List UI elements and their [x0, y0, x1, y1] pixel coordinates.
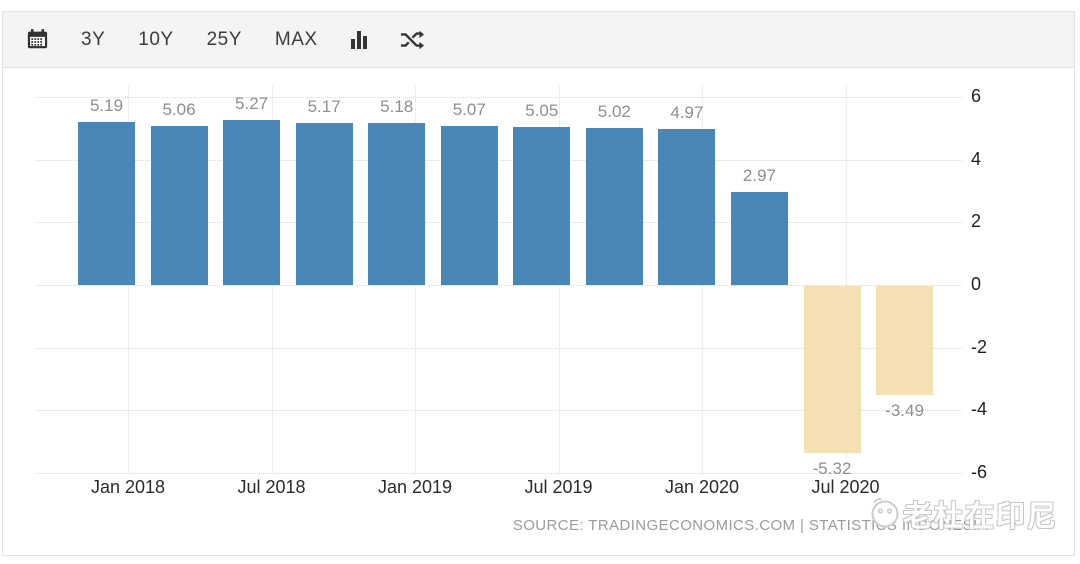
y-gridline	[35, 347, 962, 349]
data-bar-value-label: 5.27	[235, 93, 269, 113]
data-bar-value-label: -3.49	[885, 401, 924, 421]
chart-area: SOURCE: TRADINGECONOMICS.COM | STATISTIC…	[3, 68, 1074, 555]
y-gridline	[35, 285, 962, 286]
data-bar[interactable]	[368, 122, 426, 285]
source-attribution: SOURCE: TRADINGECONOMICS.COM | STATISTIC…	[512, 517, 988, 534]
data-bar[interactable]	[803, 286, 861, 453]
data-bar-value-label: 5.07	[452, 100, 486, 120]
y-axis-tick-label: -4	[971, 399, 988, 420]
y-gridline	[35, 410, 962, 412]
compare-shuffle-icon[interactable]	[400, 30, 424, 50]
y-axis-tick-label: 2	[971, 211, 982, 232]
data-bar-value-label: 4.97	[670, 103, 704, 123]
data-bar-value-label: 5.17	[307, 97, 341, 117]
data-bar-value-label: 2.97	[742, 165, 776, 185]
data-bar[interactable]	[876, 286, 934, 396]
x-axis-tick-label: Jan 2020	[664, 477, 740, 497]
data-bar[interactable]	[150, 126, 208, 285]
chart-panel: 3Y 10Y 25Y MAX SOURCE: TRADINGECONOMICS.…	[2, 11, 1075, 556]
data-bar[interactable]	[78, 122, 135, 285]
y-axis-tick-label: -2	[971, 336, 988, 357]
data-bar-value-label: 5.19	[89, 96, 124, 116]
x-axis-tick-label: Jul 2018	[237, 477, 306, 497]
x-gridline	[845, 85, 847, 473]
x-axis-tick-label: Jan 2018	[90, 477, 166, 497]
y-gridline	[35, 159, 962, 161]
data-bar-value-label: 5.02	[597, 101, 631, 121]
range-button-25y[interactable]: 25Y	[206, 28, 242, 50]
range-button-max[interactable]: MAX	[274, 28, 318, 50]
calendar-icon[interactable]	[27, 29, 48, 50]
chart-toolbar: 3Y 10Y 25Y MAX	[3, 12, 1074, 68]
bar-chart-icon[interactable]	[350, 30, 367, 49]
y-gridline	[35, 472, 962, 474]
y-gridline	[35, 97, 962, 99]
data-bar-value-label: 5.18	[380, 96, 414, 116]
data-bar[interactable]	[440, 126, 498, 285]
y-axis-tick-label: -6	[971, 461, 988, 482]
data-bar[interactable]	[295, 123, 353, 285]
data-bar-value-label: 5.06	[162, 100, 196, 120]
data-bar[interactable]	[658, 129, 716, 285]
y-axis-tick-label: 6	[971, 86, 982, 107]
x-axis-tick-label: Jan 2019	[377, 477, 453, 497]
data-bar[interactable]	[513, 126, 571, 285]
x-axis-tick-label: Jul 2020	[811, 477, 880, 497]
y-gridline	[35, 222, 962, 224]
data-bar[interactable]	[730, 191, 788, 285]
data-bar[interactable]	[223, 119, 281, 285]
data-bar[interactable]	[585, 127, 643, 285]
range-button-3y[interactable]: 3Y	[81, 28, 106, 50]
y-axis-tick-label: 4	[971, 148, 982, 169]
data-bar-value-label: 5.05	[525, 100, 559, 120]
y-axis-tick-label: 0	[971, 274, 982, 294]
x-axis-tick-label: Jul 2019	[524, 477, 593, 497]
data-bar-value-label: -5.32	[812, 458, 852, 478]
range-button-10y[interactable]: 10Y	[138, 28, 174, 50]
